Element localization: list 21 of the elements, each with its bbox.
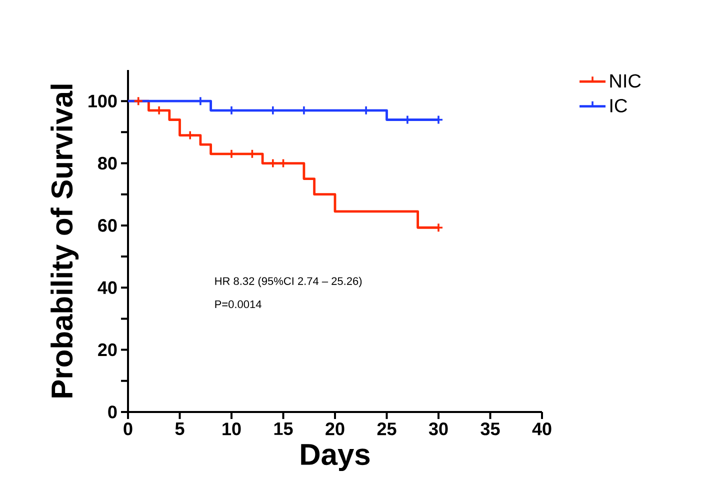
y-axis-title: Probability of Survival xyxy=(50,84,79,398)
x-tick-label: 35 xyxy=(480,422,500,436)
y-tick-label: 80 xyxy=(98,156,117,170)
y-tick-label: 40 xyxy=(98,281,117,294)
y-tick-label: 0 xyxy=(108,406,117,418)
x-tick-label: 10 xyxy=(222,422,241,436)
x-tick-label: 25 xyxy=(377,422,396,436)
annotation: HR 8.32 (95%CI 2.74 – 25.26) xyxy=(215,276,362,288)
x-tick-label: 0 xyxy=(124,422,132,436)
x-tick-label: 15 xyxy=(274,422,293,436)
x-tick-label: 40 xyxy=(532,422,552,436)
x-tick-label: 5 xyxy=(175,422,184,436)
legend-label: IC xyxy=(610,98,627,112)
y-tick-label: 60 xyxy=(98,219,117,232)
legend-label: NIC xyxy=(610,74,641,88)
x-tick-label: 20 xyxy=(326,422,344,436)
annotation: P=0.0014 xyxy=(215,300,262,308)
y-tick-label: 20 xyxy=(98,343,117,356)
x-tick-label: 30 xyxy=(428,422,448,436)
x-axis-title: Days xyxy=(301,444,370,472)
y-tick-label: 100 xyxy=(88,94,117,108)
